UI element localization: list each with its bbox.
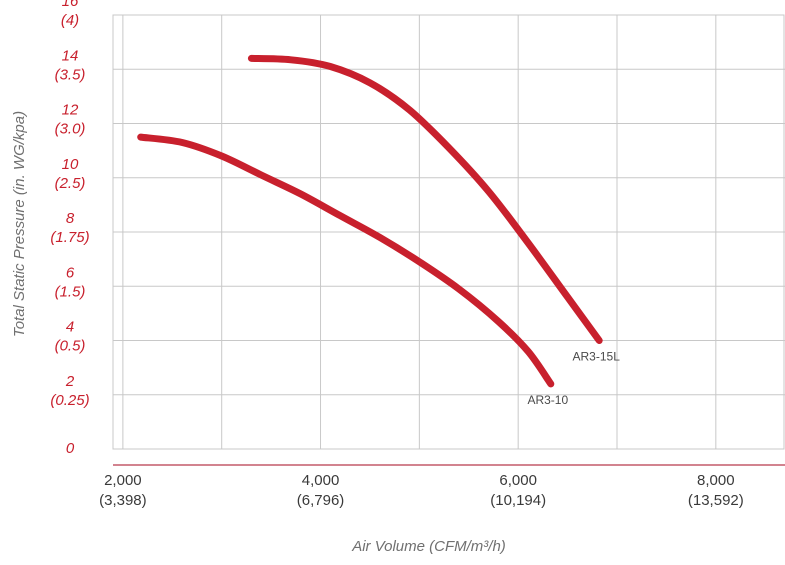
y-tick-label: 10: [62, 156, 79, 173]
y-tick-label: 2: [65, 373, 75, 390]
series-line-ar3-10: [137, 133, 555, 388]
grid-lines: [113, 15, 785, 449]
series-label: AR3-10: [527, 393, 568, 407]
y-tick-label: 8: [66, 210, 75, 227]
series-label: AR3-15L: [573, 350, 621, 364]
y-tick-sublabel: (4): [61, 12, 79, 29]
x-tick-label: 6,000: [499, 472, 537, 489]
x-tick-label: 8,000: [697, 472, 735, 489]
y-tick-sublabel: (3.5): [55, 66, 86, 83]
y-tick-sublabel: (3.0): [55, 121, 86, 138]
x-tick-sublabel: (6,796): [297, 492, 345, 509]
y-tick-label: 12: [62, 102, 79, 119]
x-tick-labels: 2,000 (3,398) 4,000 (6,796) 6,000 (10,194) 8,0…: [99, 472, 744, 509]
x-tick-label: 4,000: [302, 472, 340, 489]
y-tick-label: 16: [62, 0, 79, 10]
y-tick-sublabel: (1.75): [50, 229, 89, 246]
y-tick-labels: 0 2 (0.25) 4 (0.5) 6 (1.5) 8 (1.75) 10 (2.5) 12 (3.0…: [50, 0, 89, 457]
x-tick-label: 2,000: [104, 472, 142, 489]
y-tick-label: 6: [66, 264, 75, 281]
x-tick-sublabel: (10,194): [490, 492, 546, 509]
series-line-ar3-15l: [247, 54, 603, 344]
series-lines: AR3-15L AR3-10: [137, 54, 621, 407]
y-tick-sublabel: (1.5): [55, 283, 86, 300]
x-axis-title: Air Volume (CFM/m³/h): [351, 538, 506, 555]
y-tick-sublabel: (2.5): [55, 175, 86, 192]
y-tick-label: 4: [66, 319, 74, 336]
y-axis-title: Total Static Pressure (in. WG/kpa): [11, 111, 28, 337]
x-tick-sublabel: (3,398): [99, 492, 147, 509]
y-tick-label: 14: [62, 47, 79, 64]
y-tick-sublabel: (0.25): [50, 392, 89, 409]
y-tick-label: 0: [66, 440, 75, 457]
x-tick-sublabel: (13,592): [688, 492, 744, 509]
y-tick-sublabel: (0.5): [55, 338, 86, 355]
